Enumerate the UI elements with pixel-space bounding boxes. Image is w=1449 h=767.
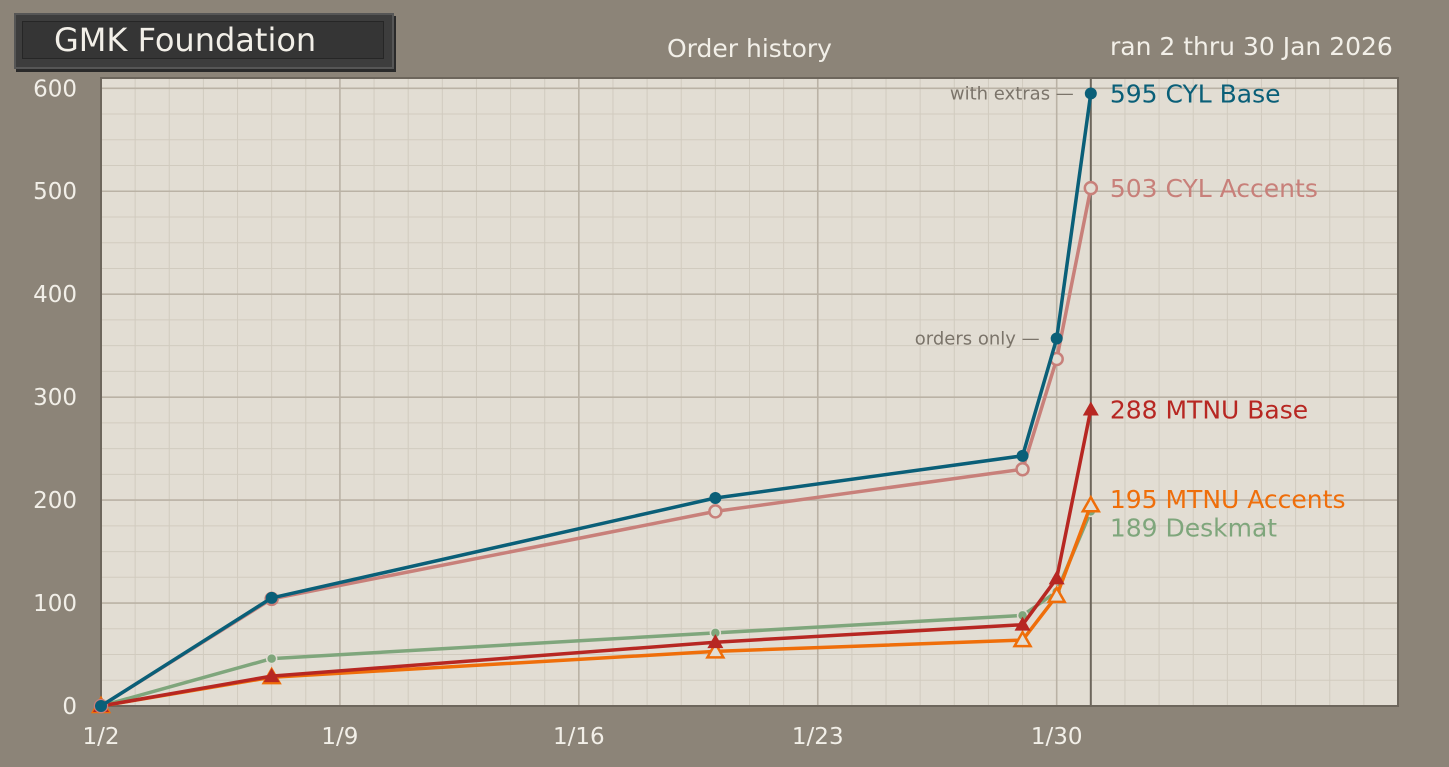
series-end-label: 288 MTNU Base: [1110, 396, 1308, 425]
y-tick-label: 200: [33, 488, 77, 514]
logo-text: GMK Foundation: [54, 21, 317, 59]
data-point: [1084, 87, 1097, 100]
y-tick-label: 600: [33, 76, 77, 102]
data-point: [708, 504, 723, 519]
y-tick-label: 0: [62, 694, 77, 720]
series-end-label: 189 Deskmat: [1110, 513, 1277, 542]
data-point: [1050, 332, 1063, 345]
data-point: [1015, 461, 1030, 477]
data-point: [1083, 180, 1099, 196]
series-end-label: 595 CYL Base: [1110, 79, 1281, 108]
data-point: [1080, 494, 1101, 513]
data-point: [707, 634, 724, 649]
x-tick-label: 1/9: [321, 724, 358, 750]
data-point: [265, 652, 278, 665]
x-tick-label: 1/16: [553, 724, 605, 750]
data-point: [263, 668, 280, 683]
series-end-label: 195 MTNU Accents: [1110, 485, 1346, 514]
logo-badge: GMK Foundation: [14, 13, 394, 69]
series-line: [99, 91, 1093, 708]
data-point: [1014, 616, 1031, 631]
data-point: [1016, 449, 1029, 462]
y-tick-label: 300: [33, 385, 77, 411]
y-tick-label: 400: [33, 282, 77, 308]
x-tick-label: 1/2: [82, 724, 119, 750]
y-tick-label: 100: [33, 591, 77, 617]
annotation-label: with extras —: [950, 83, 1074, 104]
x-tick-label: 1/30: [1031, 724, 1083, 750]
chart-title: Order history: [667, 34, 832, 63]
x-tick-label: 1/23: [792, 724, 844, 750]
series-line: [99, 407, 1093, 708]
data-point: [1082, 401, 1099, 416]
logo-badge-inner: [22, 21, 384, 59]
data-point: [1048, 570, 1065, 585]
data-point: [709, 492, 722, 505]
data-point: [1012, 629, 1033, 648]
series-cyl-base: [95, 87, 1097, 712]
annotation-label: orders only —: [915, 328, 1040, 349]
data-point: [265, 591, 278, 604]
series-end-label: 503 CYL Accents: [1110, 174, 1318, 203]
plot-border: [100, 77, 1399, 707]
date-range: ran 2 thru 30 Jan 2026: [1110, 32, 1393, 61]
data-point: [1046, 585, 1067, 604]
y-tick-label: 500: [33, 179, 77, 205]
data-point: [705, 640, 726, 659]
data-point: [95, 700, 107, 712]
